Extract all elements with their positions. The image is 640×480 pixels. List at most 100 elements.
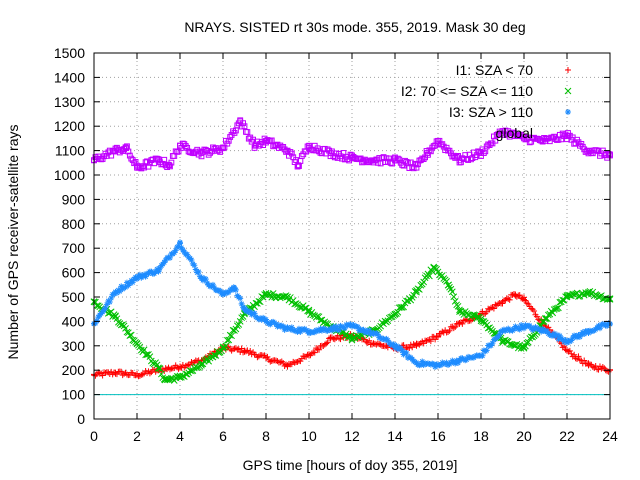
marker-global: [225, 137, 232, 144]
marker-i1-sza-70: [308, 350, 315, 357]
marker-i3-sza-110: [237, 295, 244, 302]
legend-marker: [565, 130, 571, 136]
marker-i2-70-sza-110: [222, 342, 230, 350]
marker-i3-sza-110: [406, 354, 413, 361]
legend-marker: [565, 109, 571, 115]
x-tick-label: 10: [301, 428, 317, 444]
marker-i1-sza-70: [414, 340, 421, 347]
marker-i3-sza-110: [134, 275, 140, 282]
marker-i1-sza-70: [175, 365, 182, 372]
marker-i1-sza-70: [496, 299, 503, 306]
marker-i1-sza-70: [297, 358, 304, 365]
marker-i3-sza-110: [211, 284, 218, 291]
marker-i3-sza-110: [93, 317, 100, 324]
marker-i3-sza-110: [118, 283, 125, 290]
y-tick-label: 200: [62, 362, 86, 378]
marker-i3-sza-110: [217, 287, 224, 294]
marker-i3-sza-110: [293, 328, 300, 335]
marker-i3-sza-110: [136, 271, 143, 278]
marker-i3-sza-110: [92, 320, 99, 327]
y-axis-label: Number of GPS receiver-satellite rays: [5, 125, 21, 360]
marker-i2-70-sza-110: [448, 288, 456, 296]
marker-i3-sza-110: [341, 325, 348, 332]
marker-i2-70-sza-110: [539, 318, 546, 326]
marker-i3-sza-110: [177, 239, 183, 246]
marker-i3-sza-110: [154, 266, 161, 273]
marker-i1-sza-70: [574, 356, 581, 363]
marker-i3-sza-110: [397, 345, 404, 352]
marker-i3-sza-110: [569, 334, 576, 341]
marker-global: [294, 163, 301, 170]
marker-i2-70-sza-110: [163, 376, 171, 384]
marker-i1-sza-70: [240, 349, 247, 356]
marker-global: [293, 157, 300, 163]
marker-i3-sza-110: [184, 251, 191, 258]
marker-i3-sza-110: [568, 337, 575, 344]
marker-i1-sza-70: [311, 349, 318, 356]
marker-i3-sza-110: [447, 359, 454, 366]
marker-i3-sza-110: [191, 262, 198, 269]
marker-global: [182, 143, 189, 149]
marker-i3-sza-110: [495, 333, 502, 340]
marker-i2-70-sza-110: [228, 332, 235, 340]
marker-i1-sza-70: [331, 336, 338, 343]
marker-i2-70-sza-110: [143, 351, 151, 359]
marker-i1-sza-70: [456, 319, 463, 326]
marker-i1-sza-70: [232, 345, 239, 352]
y-tick-label: 600: [62, 265, 86, 281]
chart-title: NRAYS. SISTED rt 30s mode. 355, 2019. Ma…: [184, 19, 525, 35]
marker-i3-sza-110: [172, 247, 179, 254]
marker-i2-70-sza-110: [211, 351, 218, 359]
marker-i1-sza-70: [316, 346, 323, 353]
marker-i2-70-sza-110: [454, 302, 462, 310]
marker-i1-sza-70: [576, 356, 583, 363]
marker-i1-sza-70: [337, 336, 344, 343]
marker-i3-sza-110: [394, 346, 401, 353]
marker-i3-sza-110: [306, 330, 312, 337]
marker-i1-sza-70: [445, 329, 452, 336]
marker-i3-sza-110: [516, 326, 523, 333]
marker-i2-70-sza-110: [555, 304, 562, 312]
marker-i3-sza-110: [116, 288, 123, 295]
marker-i2-70-sza-110: [156, 365, 164, 372]
marker-i3-sza-110: [166, 254, 173, 261]
marker-i3-sza-110: [585, 330, 592, 337]
marker-i3-sza-110: [188, 256, 195, 263]
marker-i1-sza-70: [523, 300, 530, 307]
series-2: [91, 239, 613, 370]
marker-i2-70-sza-110: [450, 293, 458, 301]
marker-i2-70-sza-110: [490, 330, 498, 337]
marker-i2-70-sza-110: [400, 303, 407, 311]
marker-i3-sza-110: [263, 316, 269, 323]
marker-i1-sza-70: [264, 353, 271, 360]
marker-i3-sza-110: [209, 281, 216, 288]
marker-i1-sza-70: [531, 308, 538, 315]
marker-i3-sza-110: [419, 358, 426, 365]
marker-i3-sza-110: [399, 347, 406, 354]
marker-i3-sza-110: [543, 328, 550, 335]
marker-i3-sza-110: [463, 356, 470, 363]
marker-i3-sza-110: [297, 328, 304, 335]
marker-i2-70-sza-110: [126, 332, 134, 339]
marker-global: [605, 151, 612, 157]
marker-i3-sza-110: [393, 342, 400, 349]
marker-i3-sza-110: [551, 330, 558, 337]
marker-i1-sza-70: [581, 357, 588, 364]
marker-global: [492, 137, 499, 144]
marker-i1-sza-70: [566, 347, 573, 354]
marker-i1-sza-70: [533, 313, 540, 320]
y-tick-label: 1000: [54, 167, 85, 183]
marker-i2-70-sza-110: [258, 293, 266, 300]
marker-i1-sza-70: [152, 368, 159, 375]
marker-i3-sza-110: [443, 359, 450, 366]
marker-i3-sza-110: [496, 331, 503, 338]
marker-i3-sza-110: [384, 337, 391, 344]
marker-i1-sza-70: [492, 301, 499, 308]
marker-i2-70-sza-110: [470, 311, 478, 319]
marker-global: [161, 156, 168, 163]
marker-global: [403, 158, 410, 165]
marker-i3-sza-110: [328, 327, 335, 334]
marker-i1-sza-70: [505, 295, 512, 302]
marker-i3-sza-110: [273, 321, 280, 328]
